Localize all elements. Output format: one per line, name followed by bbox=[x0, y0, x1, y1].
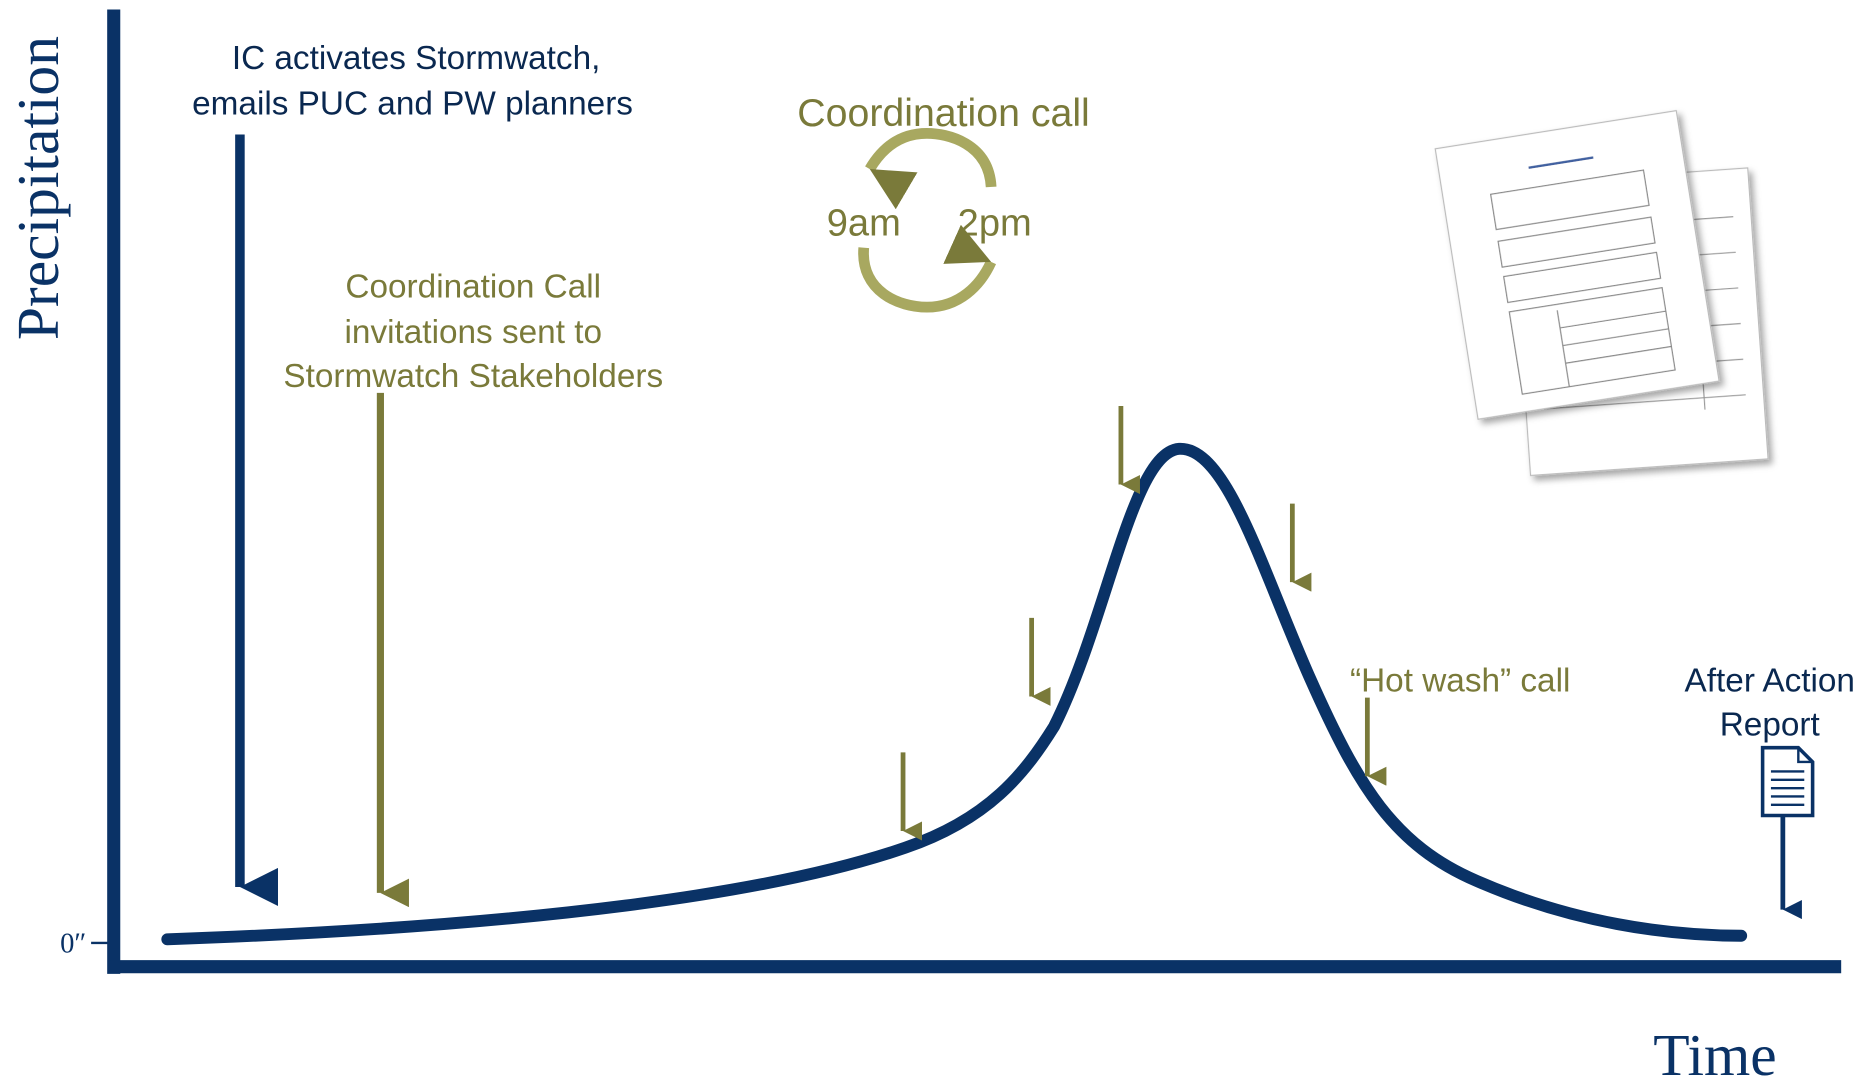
diagram: 0″ Precipitation Time IC activates Storm… bbox=[0, 0, 1868, 1081]
report-icon bbox=[1763, 748, 1813, 816]
coordination-title: Coordination call bbox=[797, 91, 1089, 135]
document-page bbox=[1435, 111, 1719, 420]
invitation-text: Stormwatch Stakeholders bbox=[283, 358, 663, 395]
x-axis-label: Time bbox=[1653, 1022, 1777, 1081]
zero-label: 0″ bbox=[60, 928, 86, 959]
activation-text: IC activates Stormwatch, bbox=[232, 40, 601, 77]
invitation-text: invitations sent to bbox=[345, 314, 603, 351]
after-action-text: Report bbox=[1720, 707, 1821, 744]
cycle-arrow bbox=[864, 248, 992, 308]
invitation-text: Coordination Call bbox=[345, 269, 601, 306]
y-axis-label: Precipitation bbox=[5, 36, 71, 340]
coordination-afternoon: 2pm bbox=[958, 203, 1032, 245]
after-action-text: After Action bbox=[1685, 663, 1855, 700]
activation-text: emails PUC and PW planners bbox=[192, 85, 633, 122]
coordination-morning: 9am bbox=[827, 203, 901, 245]
cycle-arrow bbox=[870, 133, 991, 187]
hot-wash-text: “Hot wash” call bbox=[1350, 663, 1570, 700]
